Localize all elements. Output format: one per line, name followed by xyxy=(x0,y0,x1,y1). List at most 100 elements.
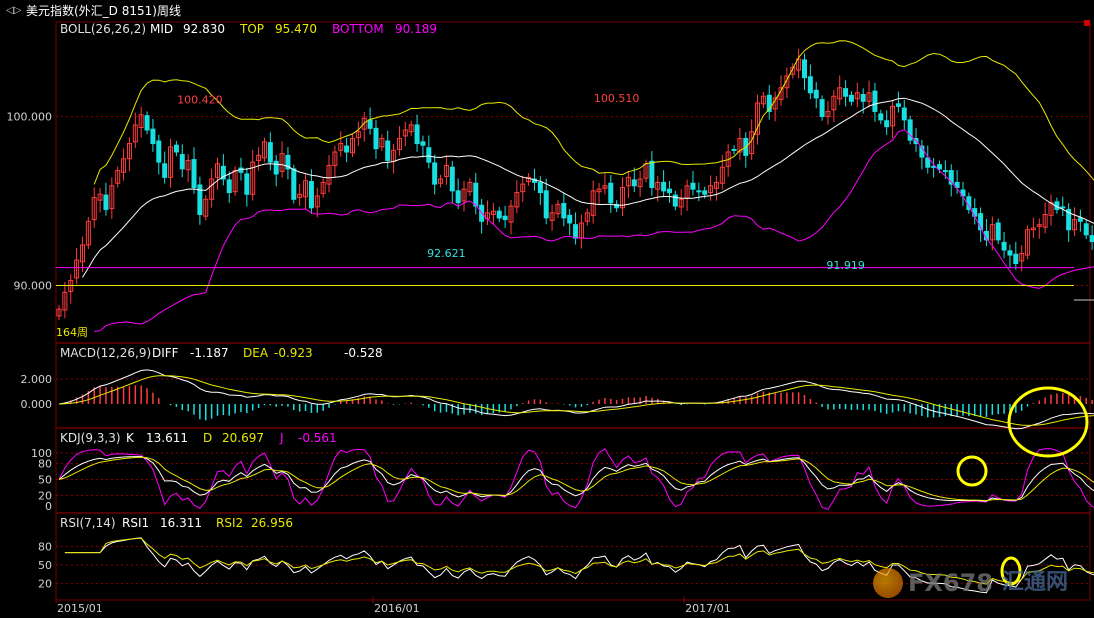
nav-arrows-icon[interactable]: ◁▷ xyxy=(6,5,22,16)
candle-body xyxy=(666,188,672,194)
candle-body xyxy=(819,99,825,117)
weeks-count-label: 164周 xyxy=(56,326,88,339)
candle-body xyxy=(438,178,444,184)
watermark-logo-icon xyxy=(873,568,903,598)
candle-body xyxy=(937,164,942,170)
candle-body xyxy=(702,190,708,195)
candle-body xyxy=(878,113,884,121)
boll-bottom-label: BOTTOM xyxy=(332,22,384,36)
macd-diff-label: DIFF xyxy=(152,346,179,360)
candle-body xyxy=(344,145,350,153)
candle-body xyxy=(1030,227,1036,231)
kdj-d-line xyxy=(58,456,1094,502)
candle-body xyxy=(502,215,508,221)
boll-mid-value: 92.830 xyxy=(183,22,225,36)
kdj-k-label: K xyxy=(126,431,134,445)
highlight-circle-kdj xyxy=(956,455,988,487)
candle-body xyxy=(661,181,667,192)
rsi1-line xyxy=(64,537,1094,594)
kdj-y-tick-label: 50 xyxy=(38,474,52,487)
candle-body xyxy=(766,94,772,112)
candle-body xyxy=(954,181,960,188)
rsi1-value: 16.311 xyxy=(160,516,202,530)
macd-histogram-group xyxy=(64,385,1093,421)
candle-body xyxy=(455,190,461,204)
candle-body xyxy=(602,185,608,189)
candle-body xyxy=(978,213,984,231)
candle-body xyxy=(461,188,467,202)
candle-body xyxy=(620,186,626,209)
macd-histogram-value: -0.528 xyxy=(344,346,383,360)
candle-body xyxy=(197,184,203,216)
candle-body xyxy=(614,203,620,209)
candle-body xyxy=(1001,241,1007,251)
kdj-j-value: -0.561 xyxy=(298,431,337,445)
candle-body xyxy=(385,140,391,161)
candle-body xyxy=(549,212,555,221)
candle-body xyxy=(214,163,220,178)
x-tick-label: 2015/01 xyxy=(57,602,103,615)
candle-body xyxy=(895,103,901,107)
candle-body xyxy=(261,141,267,159)
candle-body xyxy=(467,181,473,193)
candle-body xyxy=(807,76,813,94)
candle-body xyxy=(379,137,385,148)
highlight-circle-macd xyxy=(1007,386,1089,458)
candle-body xyxy=(784,75,790,89)
candle-body xyxy=(561,203,567,219)
candle-body xyxy=(443,165,449,177)
candle-body xyxy=(1036,224,1042,227)
macd-dea-label: DEA xyxy=(243,346,269,360)
macd-y-tick-label: 2.000 xyxy=(21,373,53,386)
candle-body xyxy=(244,173,250,195)
candle-body xyxy=(97,193,103,201)
candle-body xyxy=(637,178,643,188)
close-icon[interactable] xyxy=(1084,20,1090,26)
candle-body xyxy=(314,195,320,208)
macd-y-tick-label: 0.000 xyxy=(21,398,53,411)
candle-body xyxy=(426,147,432,163)
candle-body xyxy=(144,115,150,131)
candle-body xyxy=(320,181,326,194)
candle-body xyxy=(1042,214,1048,228)
candle-body xyxy=(396,137,402,150)
boll-mid-line xyxy=(82,97,1094,278)
candle-body xyxy=(719,166,725,184)
candle-body xyxy=(520,183,526,193)
macd-dea-line xyxy=(58,375,1094,426)
candle-body xyxy=(62,291,68,311)
candle-body xyxy=(1025,229,1031,256)
macd-diff-value: -1.187 xyxy=(190,346,229,360)
candle-body xyxy=(631,179,637,187)
boll-indicator-label: BOLL(26,26,2) xyxy=(60,22,147,36)
x-tick-label: 2017/01 xyxy=(685,602,731,615)
kdj-j-line xyxy=(58,448,1094,511)
macd-dea-value: -0.923 xyxy=(274,346,313,360)
candle-body xyxy=(56,308,62,317)
candle-body xyxy=(755,102,761,135)
candle-body xyxy=(831,95,837,111)
candle-body xyxy=(1060,206,1066,209)
candle-body xyxy=(567,214,573,224)
title-bar: ◁▷ 美元指数(外汇_D 8151)周线 xyxy=(0,0,1094,22)
candle-body xyxy=(731,148,737,151)
candle-body xyxy=(420,141,426,146)
boll-top-label: TOP xyxy=(240,22,265,36)
rsi-y-tick-label: 20 xyxy=(38,578,52,591)
candle-body xyxy=(760,95,766,105)
candle-body xyxy=(367,119,373,129)
candle-body xyxy=(338,143,344,151)
candle-body xyxy=(872,90,878,112)
x-tick-label: 2016/01 xyxy=(374,602,420,615)
candle-body xyxy=(432,162,438,185)
candle-body xyxy=(866,92,872,102)
candle-body xyxy=(191,159,197,188)
kdj-y-tick-label: 20 xyxy=(38,489,52,502)
kdj-d-value: 20.697 xyxy=(222,431,264,445)
boll-mid-label: MID xyxy=(150,22,174,36)
candle-body xyxy=(625,176,631,187)
candle-body xyxy=(1013,253,1019,265)
candle-body xyxy=(854,92,860,100)
